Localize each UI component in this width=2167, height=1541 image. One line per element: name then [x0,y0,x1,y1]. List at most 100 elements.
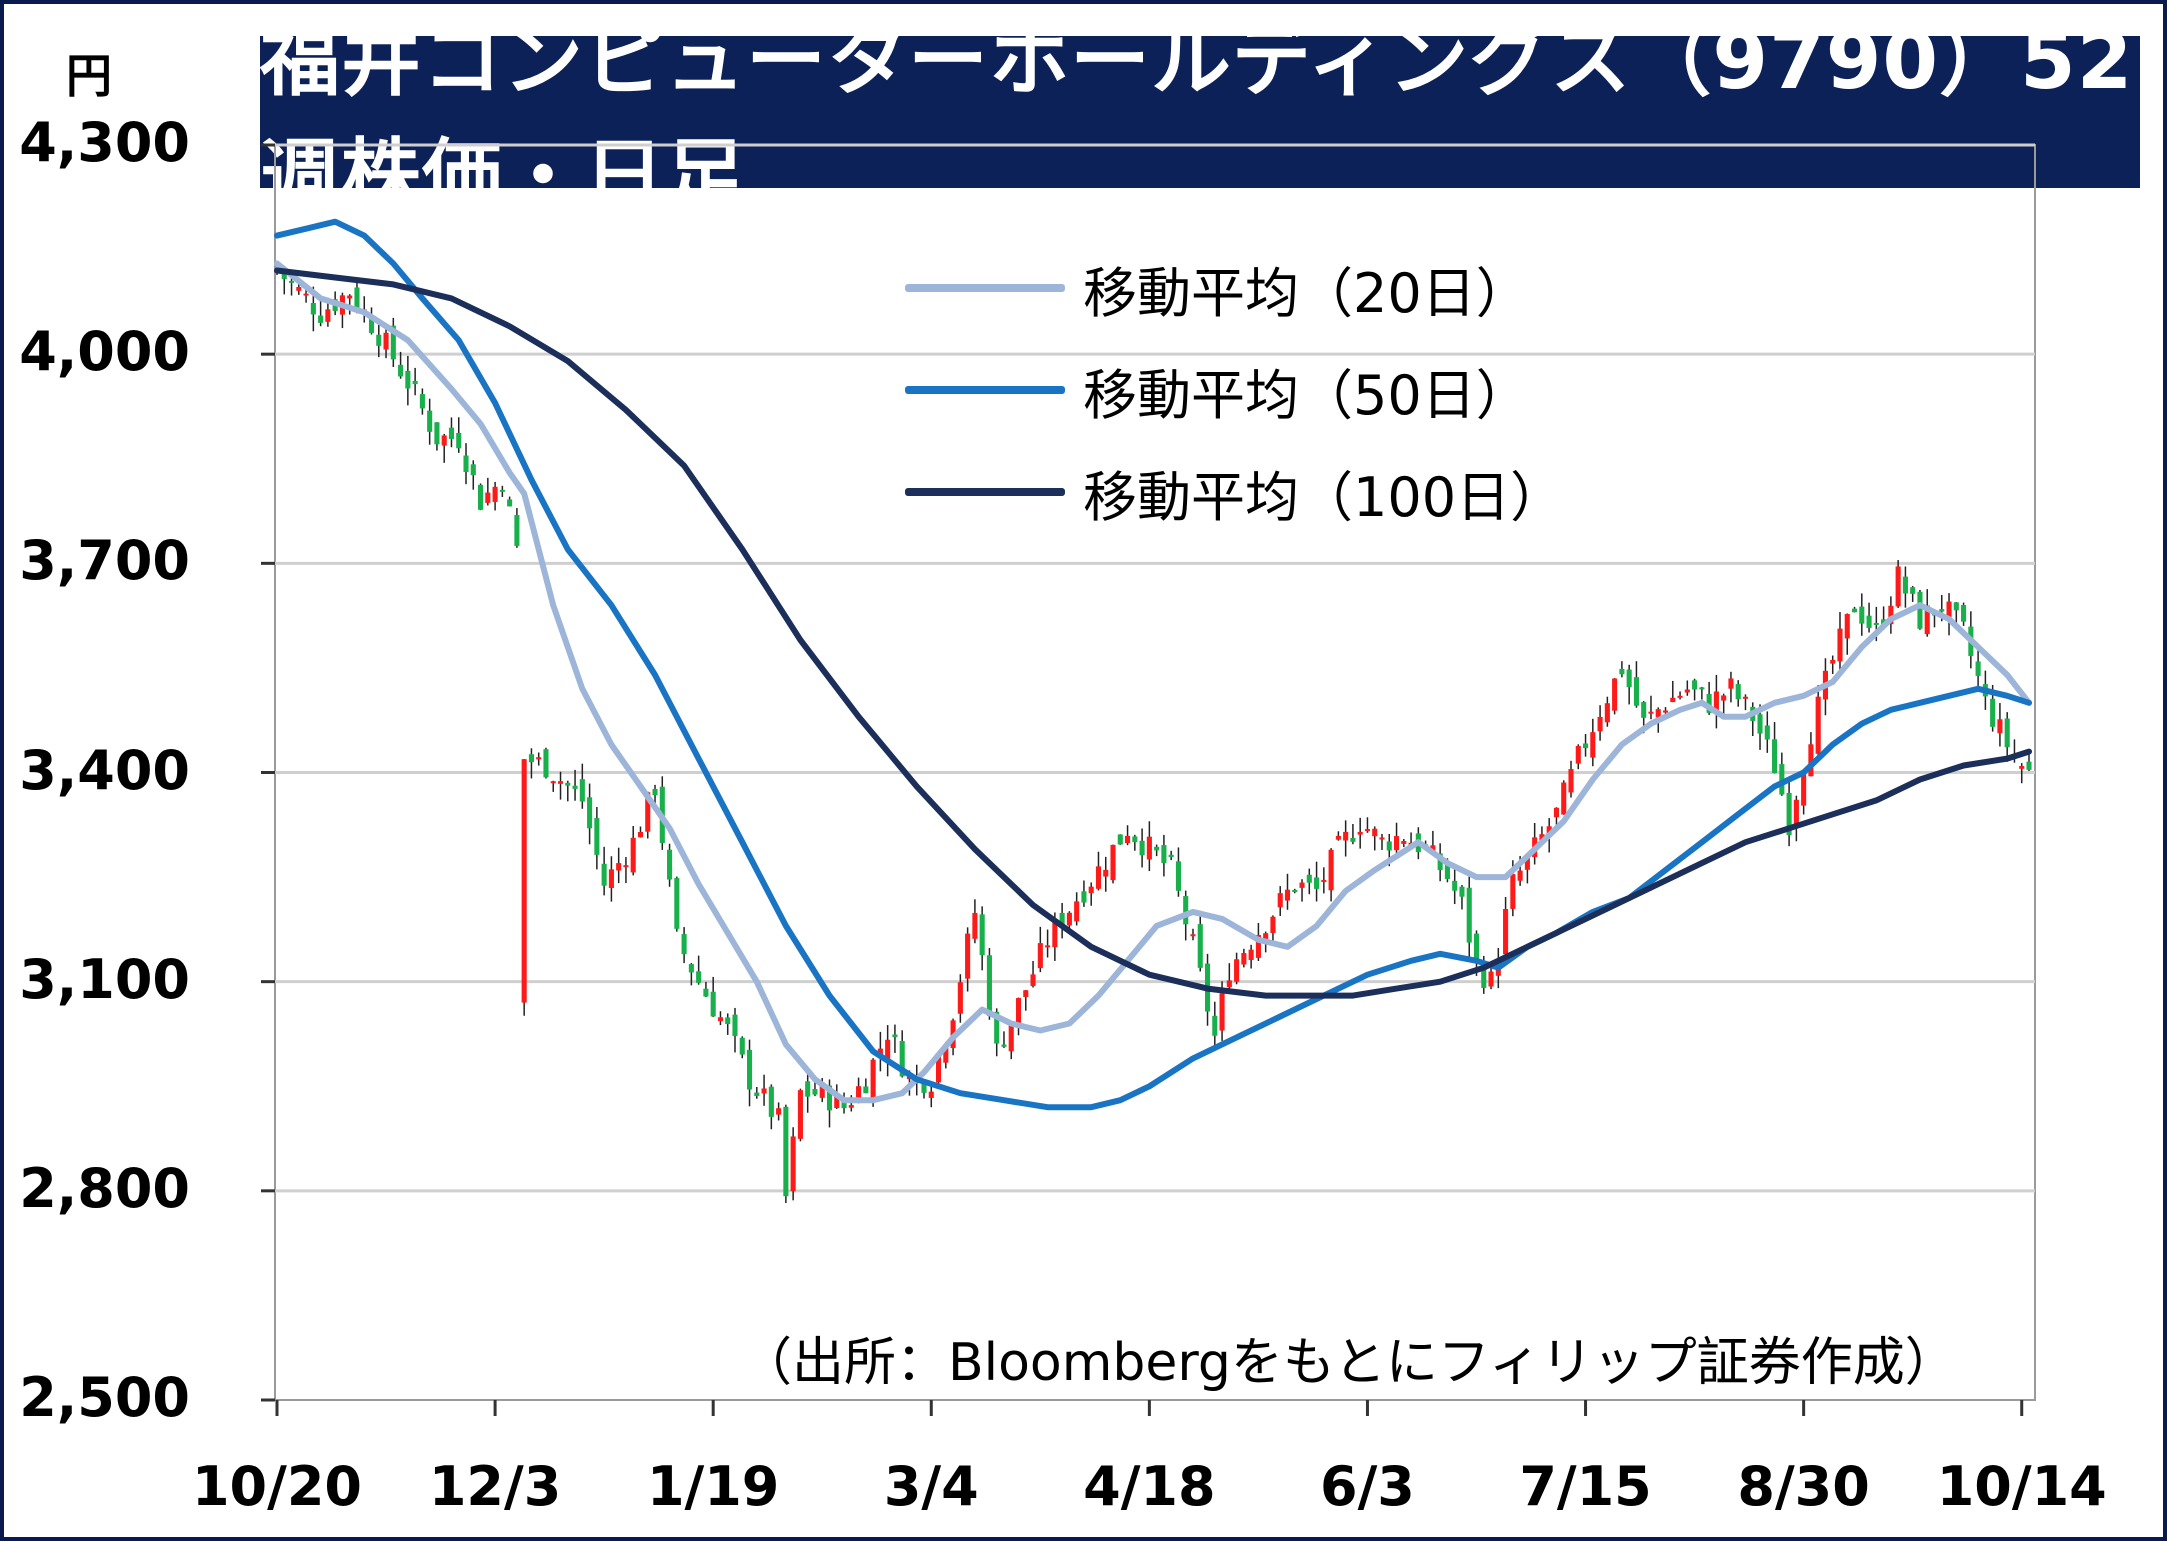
candle-body [1684,689,1690,693]
candle-body [1015,998,1022,1027]
candle-body [1459,886,1465,897]
legend-swatch-ma100 [905,488,1065,496]
candle-body [1583,743,1589,749]
candle-body [1364,829,1371,832]
candle-body [1590,732,1596,758]
candle-body [572,785,578,789]
candle-body [456,432,462,449]
candle-body [1335,835,1341,840]
candle-body [1837,628,1843,662]
x-tick-label: 12/3 [428,1455,562,1518]
candle-body [1786,792,1792,836]
candle-body [616,863,622,871]
candle-body [354,287,360,310]
candle-body [1125,835,1131,844]
candle-body [441,435,447,446]
candle-body [1808,744,1814,777]
candle-body [710,991,716,1017]
candle-body [645,792,651,832]
candle-body [492,486,498,502]
candle-body [543,749,549,778]
candle-body [1473,933,1480,963]
candle-body [667,849,673,880]
candle-body [1161,845,1167,863]
candle-body [1008,1022,1014,1052]
candle-body [674,878,680,929]
candle-body [1328,849,1334,891]
candle-body [899,1041,905,1077]
candle-body [797,1090,803,1139]
candle-body [652,788,658,796]
candle-body [514,515,520,546]
candle-body [1146,836,1152,860]
candle-body [448,427,455,440]
x-tick-label: 4/18 [1083,1455,1216,1518]
candle-body [1939,609,1945,612]
candle-body [1633,677,1639,706]
candle-body [1764,725,1770,740]
candle-body [1095,866,1102,889]
candle-body [587,797,593,829]
ma50-line [274,218,2032,1111]
x-tick-label: 10/14 [1936,1455,2107,1518]
candle-body [1961,605,1967,622]
candle-body [1575,746,1581,764]
candle-body [885,1039,891,1060]
candle-body [1277,893,1283,908]
candle-body [1481,966,1487,988]
candle-body [1255,935,1261,958]
candle-body [1851,608,1858,613]
candle-body [601,863,607,886]
candle-body [1379,837,1385,840]
candle-body [637,831,644,838]
candle-body [1401,841,1407,844]
y-tick-label: 2,800 [19,1156,190,1220]
candle-body [1437,853,1443,871]
candle-body [1488,971,1494,987]
candle-body [2004,718,2010,748]
candle-body [965,933,971,979]
candle-body [1510,874,1516,909]
candle-body [1139,840,1145,856]
candle-body [717,1017,723,1022]
candle-body [296,287,302,291]
candle-body [1321,879,1327,882]
candle-body [1975,661,1981,676]
candle-body [528,754,534,763]
candle-body [1561,782,1567,815]
candle-body [1350,837,1356,842]
candle-body [521,759,527,1003]
candle-body [1117,834,1123,845]
candle-body [1859,606,1865,624]
y-tick-label: 4,300 [19,111,190,174]
candle-body [398,364,404,377]
candle-body [870,1059,876,1102]
candle-body [281,270,287,280]
candle-body [1190,934,1196,937]
candle-body [1045,945,1051,948]
candle-body [1183,896,1189,925]
candle-body [390,325,396,360]
candle-body [928,1091,934,1098]
y-tick-label: 4,000 [19,320,190,384]
candle-body [1902,576,1908,594]
legend-swatch-ma20 [905,284,1065,292]
candle-body [979,914,985,956]
candle-body [325,309,331,322]
legend-label-ma100: 移動平均（100日） [1083,465,1565,529]
candle-body [1655,709,1661,718]
candle-body [681,934,687,955]
candle-body [1372,828,1378,837]
candle-body [1197,924,1203,968]
candle-body [1248,949,1254,960]
legend-item-ma50: 移動平均（50日） [905,350,1530,430]
candle-body [746,1049,753,1090]
legend-swatch-ma50 [905,386,1065,394]
candle-body [834,1093,840,1109]
candle-body [696,971,702,983]
candle-body [1706,693,1712,713]
candle-body [921,1081,927,1093]
candle-body [1997,719,2003,734]
candle-body [1154,846,1160,851]
candle-body [688,964,694,973]
